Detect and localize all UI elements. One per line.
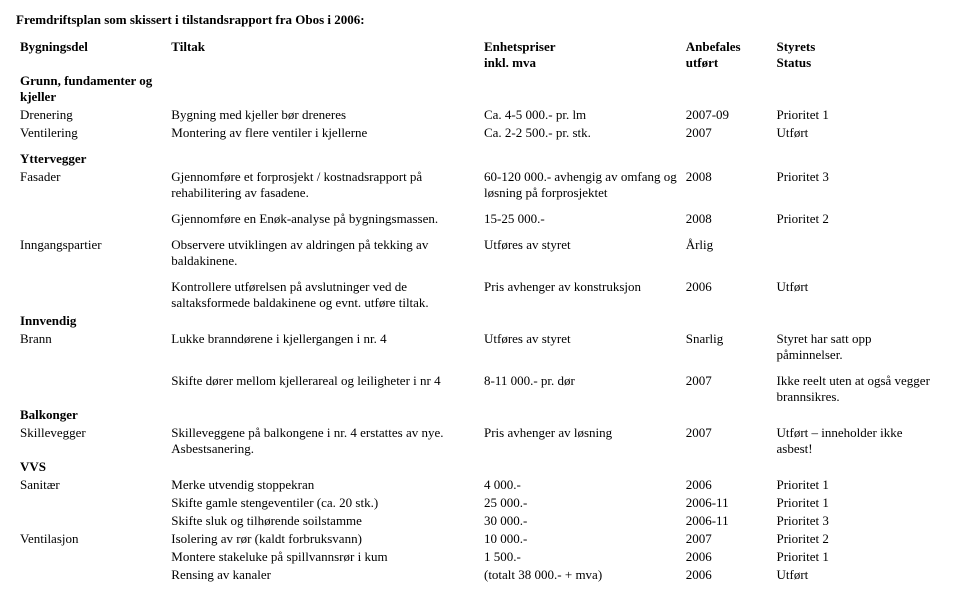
col-enhetspriser: Enhetspriserinkl. mva: [480, 38, 682, 72]
section-heading: Grunn, fundamenter og kjeller: [16, 72, 944, 106]
col-tiltak: Tiltak: [167, 38, 480, 72]
plan-table: Bygningsdel Tiltak Enhetspriserinkl. mva…: [16, 38, 944, 584]
col-anbefales: Anbefalesutført: [682, 38, 773, 72]
page-title: Fremdriftsplan som skissert i tilstandsr…: [16, 12, 944, 28]
col-status: StyretsStatus: [773, 38, 945, 72]
table-row: Gjennomføre en Enøk-analyse på bygningsm…: [16, 210, 944, 228]
table-row: Skifte sluk og tilhørende soilstamme30 0…: [16, 512, 944, 530]
table-header-row: Bygningsdel Tiltak Enhetspriserinkl. mva…: [16, 38, 944, 72]
section-heading: Balkonger: [16, 406, 944, 424]
col-bygningsdel: Bygningsdel: [16, 38, 167, 72]
table-row: Rensing av kanaler (totalt 38 000.- + mv…: [16, 566, 944, 584]
table-row: DreneringBygning med kjeller bør drenere…: [16, 106, 944, 124]
section-heading: Yttervegger: [16, 150, 944, 168]
table-row: Montere stakeluke på spillvannsrør i kum…: [16, 548, 944, 566]
table-row: InngangspartierObservere utviklingen av …: [16, 236, 944, 270]
table-row: BrannLukke branndørene i kjellergangen i…: [16, 330, 944, 364]
section-heading: Innvendig: [16, 312, 944, 330]
table-row: VentileringMontering av flere ventiler i…: [16, 124, 944, 142]
table-row: Skifte dører mellom kjellerareal og leil…: [16, 372, 944, 406]
table-row: Kontrollere utførelsen på avslutninger v…: [16, 278, 944, 312]
table-row: FasaderGjennomføre et forprosjekt / kost…: [16, 168, 944, 202]
table-row: Skifte gamle stengeventiler (ca. 20 stk.…: [16, 494, 944, 512]
section-heading: VVS: [16, 458, 944, 476]
table-row: VentilasjonIsolering av rør (kaldt forbr…: [16, 530, 944, 548]
table-row: SanitærMerke utvendig stoppekran 4 000.-…: [16, 476, 944, 494]
table-row: SkilleveggerSkilleveggene på balkongene …: [16, 424, 944, 458]
